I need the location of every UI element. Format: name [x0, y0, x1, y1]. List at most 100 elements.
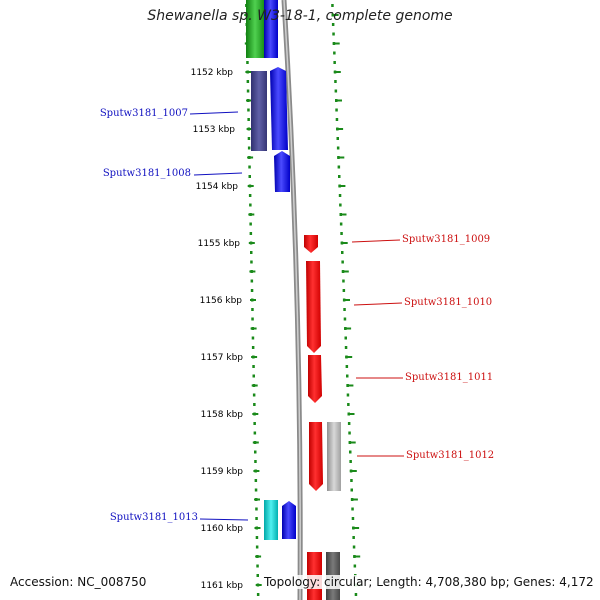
gene-1007-arrow[interactable]: [270, 67, 288, 150]
ruler-dot-left: [247, 118, 250, 121]
track-dot-right: [351, 507, 354, 511]
ruler-tick-left: [249, 270, 256, 273]
gene-label-1007[interactable]: Sputw3181_1007: [99, 108, 188, 119]
gene-label-1010[interactable]: Sputw3181_1010: [404, 297, 493, 308]
genome-summary-text: Topology: circular; Length: 4,708,380 bp…: [262, 575, 596, 589]
cog-bar-1013[interactable]: [264, 500, 278, 540]
cog-bar-1007[interactable]: [251, 71, 267, 151]
track-dot-right: [341, 260, 344, 264]
ruler-dot-left: [249, 222, 252, 226]
ruler-dot-left: [248, 194, 252, 197]
gene-label-1008[interactable]: Sputw3181_1008: [102, 168, 191, 179]
leader-1007: [189, 111, 239, 115]
ruler-dot-left: [250, 289, 254, 292]
track-dot-right: [343, 317, 347, 321]
ruler-tick-left: [248, 213, 255, 216]
ruler-dot-left: [252, 374, 255, 378]
gene-1009-arrow[interactable]: [304, 235, 318, 253]
ruler-dot-left: [253, 403, 256, 406]
gene-label-1013[interactable]: Sputw3181_1013: [109, 512, 198, 523]
cog-bar-1012[interactable]: [327, 422, 341, 491]
track-tick-right: [333, 71, 341, 73]
ruler-dot-left: [246, 61, 249, 64]
ruler-label-1159: 1159 kbp: [200, 467, 243, 477]
ruler-dot-left: [253, 431, 257, 435]
track-dot-right: [340, 232, 343, 235]
ruler-dot-left: [251, 346, 255, 349]
track-dot-right: [339, 203, 342, 207]
ruler-label-1158: 1158 kbp: [200, 410, 243, 420]
ruler-tick-left: [254, 527, 261, 529]
leader-1010: [353, 302, 403, 306]
track-dot-right: [354, 593, 358, 596]
ruler-dotted-left: [244, 4, 262, 596]
ruler-tick-left: [251, 356, 258, 358]
ruler-dot-left: [251, 317, 254, 321]
track-dot-right: [347, 403, 350, 406]
leader-1013: [199, 518, 249, 521]
track-tick-right: [349, 470, 357, 472]
ruler-dot-left: [252, 393, 256, 397]
track-tick-right: [331, 14, 339, 16]
ruler-dotted-right: [331, 4, 362, 596]
track-dot-right: [349, 450, 352, 454]
track-dot-right: [332, 32, 335, 36]
feature-top-blue[interactable]: [264, 0, 278, 58]
track-dot-right: [352, 545, 356, 549]
ruler-dot-left: [256, 593, 260, 596]
accession-text: Accession: NC_008750: [8, 575, 149, 589]
track-dot-right: [339, 222, 343, 226]
track-dot-right: [351, 517, 355, 520]
gene-1013-arrow[interactable]: [282, 501, 296, 539]
ruler-dot-left: [254, 488, 258, 492]
gene-1012-arrow[interactable]: [309, 422, 323, 491]
ruler-label-1155: 1155 kbp: [197, 239, 240, 249]
gene-1011-arrow[interactable]: [308, 355, 322, 403]
feature-top-green[interactable]: [246, 0, 264, 58]
track-dot-right: [348, 431, 351, 435]
ruler-tick-left: [245, 71, 252, 73]
track-dot-right: [338, 175, 341, 178]
ruler-dot-left: [247, 137, 251, 140]
ruler-dot-left: [254, 450, 257, 454]
track-tick-right: [341, 270, 349, 273]
ruler-tick-left: [250, 299, 256, 301]
track-dot-right: [336, 146, 340, 150]
ruler-dot-left: [251, 336, 255, 340]
ruler-dot-left: [255, 536, 259, 539]
ruler-tick-left: [253, 470, 260, 472]
track-dot-right: [331, 23, 335, 26]
track-dot-right: [344, 346, 348, 349]
gene-1008-arrow[interactable]: [274, 151, 290, 192]
track-dot-right: [342, 289, 346, 292]
track-dot-right: [333, 51, 336, 55]
track-tick-right: [336, 128, 344, 130]
ruler-tick-left: [252, 413, 259, 415]
gene-label-1011[interactable]: Sputw3181_1011: [405, 372, 494, 383]
ruler-tick-left: [250, 327, 257, 330]
track-tick-right: [347, 413, 355, 415]
ruler-dot-left: [251, 308, 254, 311]
track-tick-right: [343, 299, 350, 301]
track-tick-right: [335, 99, 342, 102]
track-dot-right: [338, 194, 342, 197]
gene-label-1012[interactable]: Sputw3181_1012: [406, 450, 495, 461]
gene-label-1009[interactable]: Sputw3181_1009: [402, 234, 491, 245]
ruler-dot-left: [253, 422, 256, 425]
ruler-label-1152: 1152 kbp: [190, 68, 233, 78]
gene-1010-arrow[interactable]: [306, 261, 321, 353]
track-tick-right: [346, 384, 354, 387]
ruler-dot-left: [250, 251, 253, 254]
leader-1008: [193, 172, 243, 176]
track-dot-right: [346, 393, 350, 397]
ruler-label-1160: 1160 kbp: [200, 524, 243, 534]
track-dot-right: [350, 488, 353, 492]
track-tick-right: [339, 213, 347, 216]
track-tick-right: [338, 185, 346, 187]
ruler-dot-left: [247, 146, 251, 150]
ruler-label-1153: 1153 kbp: [192, 125, 235, 135]
track-tick-right: [353, 555, 361, 558]
genome-backbone-highlight: [283, 0, 301, 600]
track-tick-right: [332, 42, 340, 45]
track-dot-right: [335, 108, 338, 112]
